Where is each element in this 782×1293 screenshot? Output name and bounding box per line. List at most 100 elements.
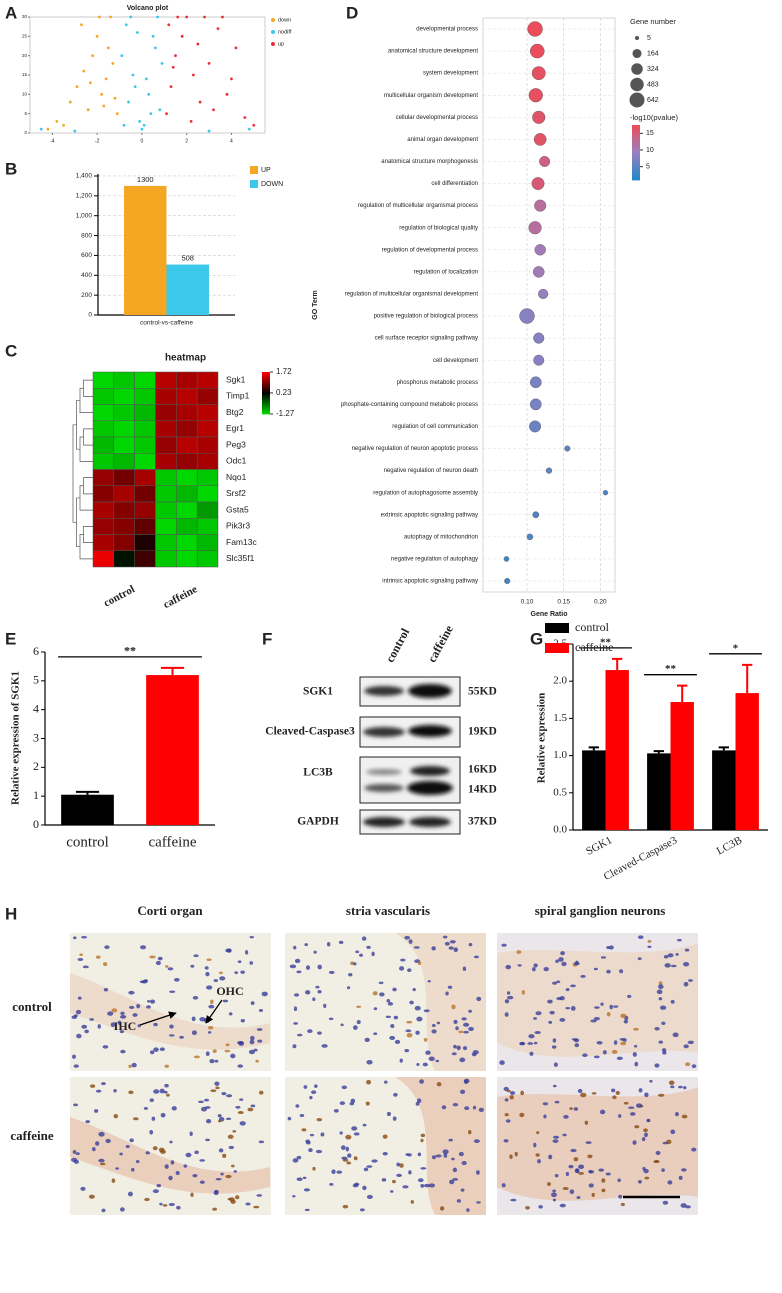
- cell: [618, 1114, 622, 1118]
- cell: [623, 1101, 629, 1105]
- heatmap-cell: [176, 534, 198, 551]
- cell: [476, 1170, 480, 1175]
- cell: [317, 964, 322, 970]
- cell: [351, 1126, 358, 1131]
- cell: [338, 940, 344, 945]
- cell: [199, 1180, 205, 1184]
- colorbar-step: [632, 154, 640, 157]
- term-label: regulation of cell communication: [392, 424, 478, 430]
- heatmap-cell: [134, 436, 156, 454]
- cell: [606, 969, 611, 974]
- cell: [573, 1157, 579, 1162]
- cell: [527, 1042, 534, 1045]
- cell: [452, 1167, 458, 1173]
- cell: [453, 1044, 457, 1049]
- term-label: regulation of biological quality: [399, 225, 478, 231]
- cell: [611, 1088, 616, 1093]
- size-legend-label: 324: [647, 66, 659, 73]
- cell: [393, 1092, 398, 1097]
- cell: [365, 1101, 370, 1106]
- legend-label: control: [575, 620, 610, 634]
- cell: [250, 1104, 256, 1108]
- cell: [658, 997, 663, 1001]
- cell: [420, 1167, 427, 1170]
- cell: [577, 1088, 583, 1094]
- cell: [359, 953, 363, 957]
- point: [198, 100, 202, 104]
- term-label: anatomical structure development: [388, 49, 478, 55]
- cell: [584, 1120, 589, 1125]
- dot: [529, 398, 542, 411]
- cell: [547, 999, 553, 1004]
- cell: [205, 971, 210, 977]
- cell: [449, 940, 456, 944]
- y-tick-label: 600: [81, 252, 92, 259]
- colorbar-step: [262, 373, 270, 376]
- dot: [531, 66, 546, 81]
- term-label: multicellular organism development: [384, 93, 478, 99]
- cell: [218, 1148, 224, 1153]
- cell: [468, 1130, 472, 1135]
- cell: [230, 1199, 236, 1204]
- point: [133, 85, 137, 88]
- cell: [227, 1197, 232, 1201]
- cell: [255, 1059, 259, 1063]
- y-tick-label: 1.5: [553, 712, 567, 724]
- point: [169, 85, 173, 88]
- cell: [170, 1160, 175, 1165]
- point: [234, 46, 238, 50]
- cell: [565, 1171, 570, 1177]
- band: [366, 769, 402, 775]
- cell: [622, 1038, 627, 1042]
- term-label: phosphate-containing compound metabolic …: [341, 402, 478, 408]
- cell: [155, 960, 161, 966]
- cell: [247, 1107, 254, 1112]
- y-tick-label: 1: [33, 788, 39, 802]
- cell: [551, 1045, 557, 1049]
- cell: [366, 1165, 373, 1168]
- heatmap-cell: [176, 550, 198, 568]
- x-tick-label: 0.15: [557, 599, 570, 606]
- blot-size-label: 55KD: [468, 686, 497, 698]
- colorbar-step: [632, 128, 640, 131]
- cell: [214, 1059, 219, 1063]
- cell: [594, 1006, 600, 1009]
- panel-label: F: [262, 629, 272, 648]
- colorbar-step: [262, 393, 270, 395]
- heatmap-cell: [134, 469, 156, 486]
- heatmap-cell: [176, 469, 198, 486]
- cell: [248, 1049, 255, 1055]
- cell: [132, 1013, 138, 1017]
- blot-row-label: LC3B: [303, 767, 333, 779]
- cell: [463, 1078, 470, 1084]
- cell: [501, 943, 507, 947]
- cell: [92, 1147, 96, 1152]
- dot: [534, 244, 546, 256]
- cell: [661, 1021, 666, 1026]
- cell: [417, 1178, 424, 1183]
- y-tick-label: 0.5: [553, 786, 567, 798]
- cell: [634, 1061, 639, 1067]
- cell: [392, 1179, 396, 1184]
- cell: [364, 1037, 370, 1043]
- cell: [94, 1109, 99, 1113]
- cell: [617, 1178, 621, 1183]
- cell: [95, 955, 101, 959]
- cell: [113, 1088, 117, 1093]
- cell: [89, 1018, 94, 1021]
- cell: [341, 1156, 348, 1160]
- colorbar-step: [632, 176, 640, 179]
- tissue: [70, 973, 270, 1050]
- band: [364, 686, 404, 696]
- cell: [655, 1150, 661, 1155]
- cell: [435, 1154, 442, 1158]
- cell: [451, 1052, 457, 1056]
- cell: [194, 1150, 199, 1155]
- cell: [342, 1204, 349, 1209]
- cell: [320, 1132, 325, 1137]
- cell: [222, 1153, 227, 1159]
- point: [113, 96, 117, 100]
- cell: [419, 1079, 424, 1084]
- cell: [656, 989, 663, 995]
- cell: [562, 1187, 569, 1191]
